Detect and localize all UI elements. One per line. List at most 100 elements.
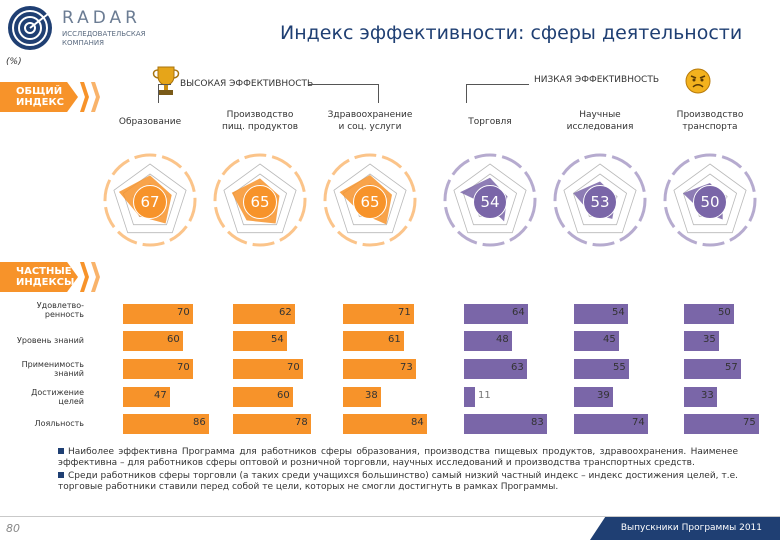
bar [123, 387, 170, 407]
note-paragraph: Наиболее эффективна Программа для работн… [58, 447, 738, 469]
unit-label: (%) [6, 57, 22, 67]
bar [684, 304, 734, 324]
bar [464, 414, 547, 434]
column-header-line: и соц. услуги [338, 122, 402, 132]
partial-index-label: ЧАСТНЫЕ ИНДЕКСЫ [0, 262, 78, 292]
row-label-line: знаний [53, 369, 84, 378]
bar-value-label: 54 [271, 334, 284, 345]
bar-value-label: 11 [478, 390, 491, 401]
radar-ring [663, 153, 757, 247]
column-header-line: транспорта [682, 122, 738, 132]
bar-cell: 74 [574, 414, 684, 434]
bar-value-label: 70 [177, 362, 190, 373]
bar [684, 387, 717, 407]
page-title: Индекс эффективности: сферы деятельности [280, 22, 743, 44]
row-label-line: Удовлетво- [36, 301, 84, 310]
bar [343, 359, 416, 379]
column-header: Образование [95, 116, 205, 128]
bar [464, 304, 528, 324]
row-label: Достижение целей [4, 388, 84, 406]
note-paragraph: Среди работников сферы торговли (а таких… [58, 471, 738, 493]
bar-cell: 54 [574, 304, 684, 324]
column-header: Здравоохранение и соц. услуги [315, 109, 425, 133]
bar-cell: 47 [123, 387, 233, 407]
column-header-line: исследования [566, 122, 634, 132]
bar [343, 387, 381, 407]
chevron-icon [91, 82, 100, 112]
bar-value-label: 64 [512, 307, 525, 318]
bar [123, 359, 193, 379]
bar-cell: 75 [684, 414, 780, 434]
bar [233, 414, 311, 434]
radar-logo-icon [8, 6, 52, 50]
bar-value-label: 84 [411, 417, 424, 428]
bar-value-label: 74 [632, 417, 645, 428]
bar-value-label: 70 [287, 362, 300, 373]
bar-value-label: 78 [295, 417, 308, 428]
bar-cell: 60 [233, 387, 343, 407]
radar-ring [443, 153, 537, 247]
bar-cell: 54 [233, 331, 343, 351]
overall-index-value: 67 [133, 185, 167, 219]
row-label-line: целей [58, 397, 84, 406]
row-label-line: Достижение [31, 388, 84, 397]
bar-cell: 70 [123, 304, 233, 324]
radar-ring [323, 153, 417, 247]
chevron-icon [91, 262, 100, 292]
chevron-icon [80, 82, 89, 112]
column-header-line: Торговля [468, 117, 512, 127]
logo-name: RADAR [62, 8, 141, 28]
column-header: Производство транспорта [655, 109, 765, 133]
bar-cell: 61 [343, 331, 453, 351]
bar-cell: 83 [464, 414, 574, 434]
bar [464, 359, 527, 379]
bar-value-label: 73 [400, 362, 413, 373]
row-label-line: Применимость [21, 360, 84, 369]
bar-value-label: 75 [743, 417, 756, 428]
bar-value-label: 47 [154, 390, 167, 401]
bar-cell: 70 [123, 359, 233, 379]
bar-value-label: 71 [398, 307, 411, 318]
bar-value-label: 57 [725, 362, 738, 373]
bar [343, 414, 427, 434]
overall-index-value: 50 [693, 185, 727, 219]
bar-cell: 64 [464, 304, 574, 324]
note-text: Среди работников сферы торговли (а таких… [58, 471, 738, 492]
bar-cell: 84 [343, 414, 453, 434]
partial-label-line: ИНДЕКСЫ [16, 277, 75, 288]
row-label: Применимость знаний [4, 360, 84, 378]
bar [123, 414, 209, 434]
bar [233, 359, 303, 379]
bar-cell: 70 [233, 359, 343, 379]
bullet-icon [58, 472, 64, 478]
high-band-bracket [158, 84, 171, 103]
bar-cell: 35 [684, 331, 780, 351]
radar-ring [213, 153, 307, 247]
bar-cell: 78 [233, 414, 343, 434]
column-header: Производство пищ. продуктов [205, 109, 315, 133]
bar [123, 304, 193, 324]
bar-value-label: 63 [511, 362, 524, 373]
angry-face-icon [685, 68, 711, 94]
row-label: Удовлетво-ренность [4, 301, 84, 319]
row-label: Лояльность [4, 419, 84, 428]
bar-value-label: 62 [279, 307, 292, 318]
bar-cell: 86 [123, 414, 233, 434]
column-header-line: Образование [118, 117, 182, 127]
bar-value-label: 60 [167, 334, 180, 345]
column-header: Торговля [435, 116, 545, 128]
overall-index-value: 65 [353, 185, 387, 219]
bar [574, 414, 648, 434]
bar-cell: 62 [233, 304, 343, 324]
radar-ring [103, 153, 197, 247]
bar-value-label: 39 [597, 390, 610, 401]
column-header-line: Здравоохранение [327, 110, 413, 120]
bar [464, 331, 512, 351]
bar [233, 331, 287, 351]
bar-cell: 39 [574, 387, 684, 407]
bar [574, 359, 629, 379]
row-label: Уровень знаний [4, 336, 84, 345]
bar-value-label: 83 [531, 417, 544, 428]
notes: Наиболее эффективна Программа для работн… [58, 447, 738, 495]
